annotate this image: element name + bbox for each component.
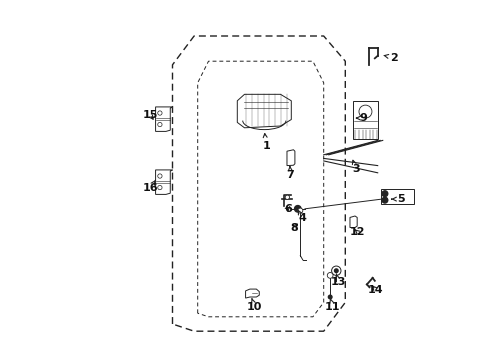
Circle shape — [297, 208, 302, 213]
Circle shape — [294, 206, 301, 212]
Polygon shape — [237, 94, 291, 128]
Text: 4: 4 — [297, 210, 305, 223]
Circle shape — [331, 266, 340, 275]
Circle shape — [381, 191, 387, 197]
Text: 13: 13 — [330, 274, 345, 287]
Polygon shape — [286, 150, 294, 166]
Text: 16: 16 — [142, 180, 158, 193]
Polygon shape — [349, 216, 356, 228]
Text: 12: 12 — [349, 227, 365, 237]
Circle shape — [381, 197, 387, 203]
Circle shape — [328, 295, 331, 299]
Text: 6: 6 — [283, 204, 291, 214]
Text: 11: 11 — [325, 299, 340, 312]
Text: 14: 14 — [367, 285, 383, 295]
Text: 2: 2 — [384, 53, 397, 63]
Text: 3: 3 — [351, 160, 359, 174]
Polygon shape — [381, 189, 413, 204]
Text: 5: 5 — [391, 194, 404, 204]
Circle shape — [158, 111, 162, 115]
Circle shape — [358, 105, 371, 118]
Circle shape — [334, 269, 337, 273]
Text: 15: 15 — [142, 110, 158, 120]
Polygon shape — [155, 107, 172, 131]
Circle shape — [158, 174, 162, 178]
Text: 8: 8 — [290, 222, 298, 233]
Text: 7: 7 — [286, 167, 294, 180]
Text: 9: 9 — [356, 113, 366, 123]
Text: 1: 1 — [262, 134, 269, 151]
Circle shape — [158, 185, 162, 190]
Polygon shape — [352, 101, 378, 139]
Polygon shape — [245, 289, 259, 298]
Circle shape — [326, 273, 332, 278]
Circle shape — [158, 122, 162, 127]
Polygon shape — [155, 170, 172, 194]
Circle shape — [285, 195, 289, 199]
Text: 10: 10 — [246, 299, 262, 312]
